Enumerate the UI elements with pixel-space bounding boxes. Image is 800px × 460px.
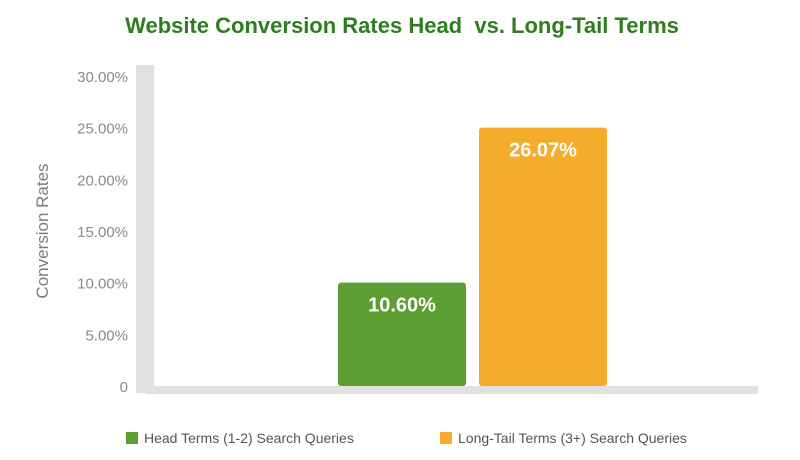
legend-swatch <box>126 432 138 444</box>
y-tick-label: 25.00% <box>77 121 128 138</box>
bar-value-label: 10.60% <box>368 295 436 317</box>
bar-value-label: 26.07% <box>509 140 577 162</box>
bar <box>338 282 466 386</box>
y-axis-title: Conversion Rates <box>33 163 52 298</box>
y-tick-label: 0 <box>120 379 128 396</box>
legend: Head Terms (1-2) Search Queries Long-Tail… <box>126 430 687 446</box>
legend-swatch <box>440 432 452 444</box>
y-tick-label: 10.00% <box>77 276 128 293</box>
legend-label: Long-Tail Terms (3+) Search Queries <box>458 430 687 446</box>
bars: 10.60% 26.07% <box>338 127 607 387</box>
x-axis-line <box>146 386 758 394</box>
legend-label: Head Terms (1-2) Search Queries <box>144 430 354 446</box>
y-tick-label: 15.00% <box>77 224 128 241</box>
y-axis-ticks: 30.00% 25.00% 20.00% 15.00% 10.00% 5.00% 0 <box>77 69 128 396</box>
y-tick-label: 20.00% <box>77 172 128 189</box>
y-tick-label: 5.00% <box>85 327 128 344</box>
y-tick-label: 30.00% <box>77 69 128 86</box>
bar <box>479 127 607 387</box>
y-axis-line <box>136 65 154 393</box>
chart-title: Website Conversion Rates Head vs. Long-T… <box>125 13 679 38</box>
